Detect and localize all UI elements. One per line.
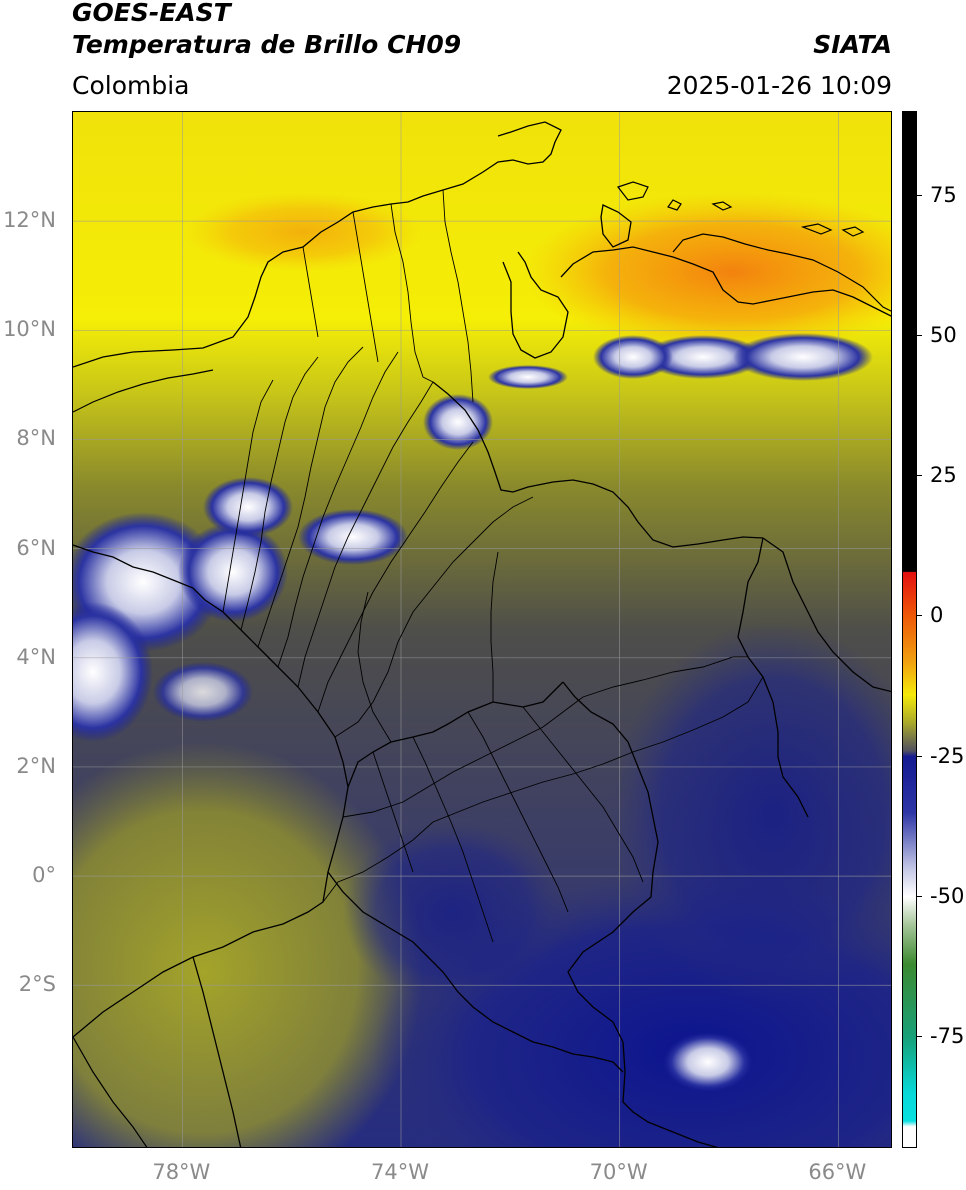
lon-label: 66°W	[808, 1160, 867, 1184]
cold-region-east	[613, 622, 891, 1002]
datetime-label: 2025-01-26 10:09	[666, 71, 892, 100]
warm-region	[523, 192, 891, 352]
coastline	[73, 181, 891, 1147]
colorbar-tick-mark	[917, 895, 922, 897]
lat-label: 8°N	[16, 426, 56, 451]
colorbar-tick-label: -75	[930, 1023, 965, 1048]
graticule	[73, 112, 891, 1147]
lat-label: 2°N	[16, 753, 56, 778]
colorbar-tick-label: 25	[930, 463, 957, 488]
cold-region-center	[343, 822, 563, 1002]
agency-label: SIATA	[813, 30, 892, 59]
lat-label: 6°N	[16, 535, 56, 560]
colorbar-tick-label: -50	[930, 883, 965, 908]
colorbar-tick-label: 0	[930, 603, 944, 628]
lon-label: 78°W	[152, 1160, 211, 1184]
lat-label: 4°N	[16, 644, 56, 669]
map-canvas	[73, 112, 891, 1147]
colorbar-tick-mark	[917, 335, 922, 337]
department-borders	[222, 189, 764, 943]
lon-label: 74°W	[371, 1160, 429, 1184]
lat-label: 10°N	[3, 317, 56, 342]
satellite-title: GOES-EAST	[72, 0, 231, 27]
satellite-map	[72, 111, 892, 1148]
colorbar-gradient	[903, 112, 916, 1147]
colorbar-tick-label: 75	[930, 183, 957, 208]
country-borders	[73, 121, 891, 1147]
colorbar-tick-mark	[917, 195, 922, 197]
colorbar-tick-label: 50	[930, 323, 957, 348]
colorbar-tick-mark	[917, 755, 922, 757]
colorbar-tick-label: -25	[930, 743, 965, 768]
region-label: Colombia	[72, 71, 190, 100]
lat-label: 0°	[32, 863, 56, 888]
warm-region-west	[183, 192, 423, 272]
colorbar	[902, 111, 917, 1148]
colorbar-tick-mark	[917, 1035, 922, 1037]
lat-label: 12°N	[3, 208, 56, 233]
product-title: Temperatura de Brillo CH09	[72, 30, 462, 59]
colorbar-tick-mark	[917, 615, 922, 617]
lat-label: 2°S	[18, 972, 56, 997]
colorbar-tick-mark	[917, 475, 922, 477]
lon-label: 70°W	[589, 1160, 648, 1184]
colorbar-scale	[903, 112, 916, 1147]
